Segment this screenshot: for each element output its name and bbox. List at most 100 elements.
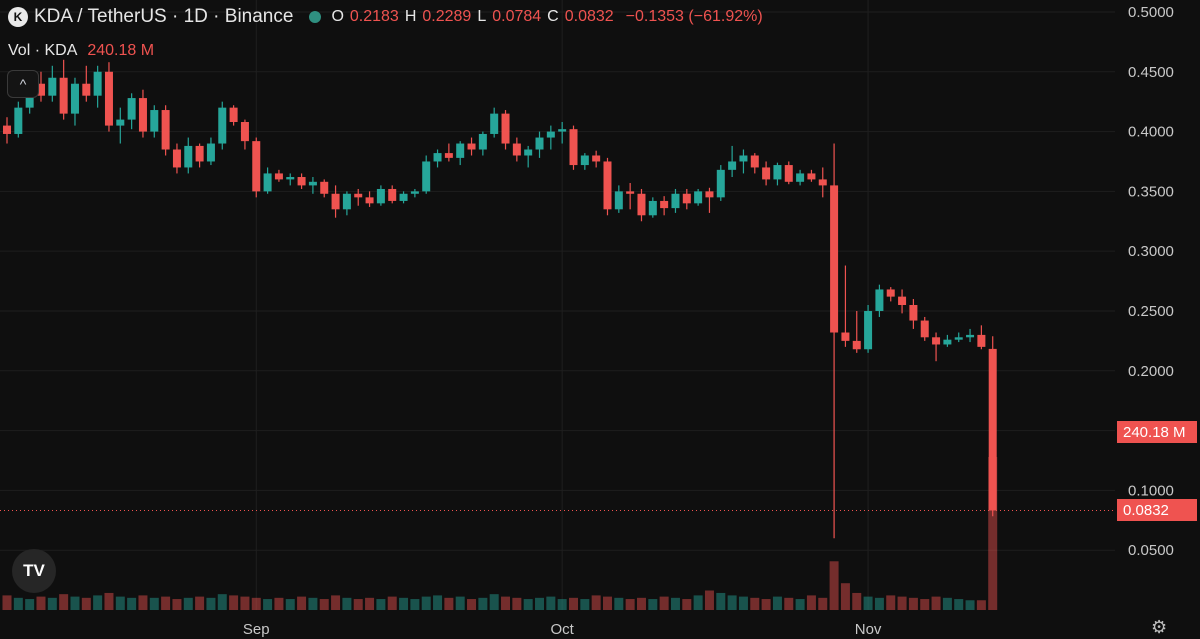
volume-bar <box>693 595 703 610</box>
volume-bar <box>806 595 816 610</box>
candle-body <box>161 110 170 150</box>
ohlc-high-key: H <box>404 8 417 25</box>
volume-bar <box>557 599 567 610</box>
candle-body <box>796 173 805 182</box>
volume-bar <box>240 596 250 610</box>
ohlc-close-key: C <box>547 8 559 25</box>
candle-body <box>252 141 261 192</box>
candle-body <box>263 173 272 192</box>
candle-body <box>48 77 57 96</box>
price-tick-label: 0.2000 <box>1128 363 1174 380</box>
candle-body <box>592 155 601 162</box>
symbol-title[interactable]: KDA / TetherUS · 1D · Binance <box>34 6 294 27</box>
volume-bar <box>569 597 578 610</box>
volume-bar <box>659 596 669 610</box>
candle-body <box>977 334 986 347</box>
candle-body <box>218 107 227 144</box>
candle-body <box>376 188 385 204</box>
volume-bar <box>489 594 499 610</box>
volume-bar <box>897 596 907 610</box>
candle-body <box>750 155 759 168</box>
candle-body <box>841 332 850 341</box>
candle-body <box>127 98 136 120</box>
volume-bar <box>229 595 239 610</box>
volume-bar <box>886 595 896 610</box>
volume-bar <box>59 594 69 610</box>
volume-bar <box>467 599 477 610</box>
candle-body <box>614 191 623 210</box>
candle-body <box>286 177 295 180</box>
tradingview-logo-icon[interactable]: TV <box>12 549 56 593</box>
volume-bar <box>138 595 148 610</box>
volume-bar <box>965 600 975 610</box>
volume-bar <box>738 596 748 610</box>
candle-body <box>184 145 193 168</box>
candle-body <box>966 334 975 338</box>
volume-bar <box>942 597 952 610</box>
volume-bar <box>784 597 794 610</box>
candle-body <box>501 113 510 144</box>
candle-body <box>354 193 363 198</box>
volume-bar <box>512 597 522 610</box>
last-price-tag: 0.0832 <box>1117 499 1197 522</box>
candle-body <box>93 71 102 96</box>
price-change: −0.1353 (−61.92%) <box>625 8 763 25</box>
volume-bar <box>399 597 409 610</box>
volume-bar <box>206 597 216 610</box>
ohlc-values: O 0.2183 H 0.2289 L 0.0784 C 0.0832 <box>331 8 613 26</box>
volume-bar <box>13 597 23 610</box>
gear-icon[interactable]: ⚙ <box>1151 617 1168 637</box>
price-axis[interactable]: 0.05000.10000.15000.20000.25000.30000.35… <box>1128 4 1174 559</box>
ohlc-open-value: 0.2183 <box>349 8 399 25</box>
volume-bar <box>931 596 941 610</box>
volume-price-tag: 240.18 M <box>1117 421 1197 444</box>
volume-bar <box>93 595 103 610</box>
volume-bar <box>149 597 159 610</box>
candle-body <box>70 83 79 114</box>
volume-bar <box>750 597 760 610</box>
ohlc-open-key: O <box>331 8 344 25</box>
volume-bar <box>591 595 601 610</box>
volume-bar <box>183 597 193 610</box>
volume-bar <box>501 596 511 610</box>
candle-body <box>150 110 159 132</box>
time-tick-label: Nov <box>855 621 882 638</box>
price-tick-label: 0.3000 <box>1128 243 1174 260</box>
collapse-legend-button[interactable]: ^ <box>7 70 39 98</box>
candle-body <box>660 200 669 209</box>
price-tick-label: 0.4500 <box>1128 64 1174 81</box>
volume-bar <box>523 599 533 610</box>
volume-bar <box>36 596 46 610</box>
volume-bar <box>308 597 318 610</box>
volume-bar <box>602 596 612 610</box>
candle-body <box>82 83 91 96</box>
volume-bar <box>274 597 284 610</box>
volume-bar <box>444 597 454 610</box>
candle-body <box>206 143 215 162</box>
candle-body <box>229 107 238 122</box>
candle-body <box>138 98 147 132</box>
candle-body <box>716 169 725 198</box>
market-status-dot <box>309 11 322 23</box>
ohlc-low-key: L <box>477 8 487 25</box>
candle-body <box>172 149 181 168</box>
volume-bar <box>625 599 635 610</box>
candle-body <box>694 191 703 204</box>
candle-body <box>558 129 567 132</box>
candle-body <box>546 131 555 138</box>
candle-body <box>784 165 793 182</box>
candle-body <box>603 161 612 210</box>
candle-body <box>524 149 533 156</box>
volume-bar <box>115 596 125 610</box>
candle-body <box>399 193 408 201</box>
candle-body <box>920 320 929 338</box>
candle-body <box>705 191 714 198</box>
volume-bar <box>342 597 352 610</box>
time-axis[interactable]: Sep Oct Nov <box>243 621 882 638</box>
ohlc-close-value: 0.0832 <box>564 8 614 25</box>
candle-body <box>3 125 11 134</box>
candle-body <box>580 155 589 166</box>
candle-body <box>671 193 680 209</box>
volume-bar <box>920 599 930 610</box>
